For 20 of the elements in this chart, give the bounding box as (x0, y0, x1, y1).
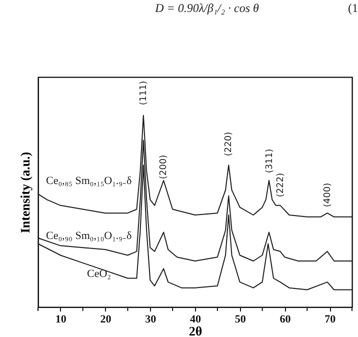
annotation: (222) (276, 172, 286, 198)
x-tick-label: 60 (280, 314, 292, 326)
series-label: CeO₂ (87, 268, 112, 280)
text: (1 (348, 1, 358, 15)
x-tick-label: 50 (234, 314, 246, 326)
x-tick-label: 70 (324, 314, 336, 326)
x-tick-label: 10 (55, 314, 67, 326)
x-tick-label: 30 (145, 314, 157, 326)
x-axis-title: 2θ (188, 324, 202, 337)
annotation: (311) (265, 148, 275, 174)
text: D = 0.90λ/β₁/₂ · cos θ (154, 1, 260, 15)
x-tick-label: 20 (100, 314, 112, 326)
annotation: (400) (323, 182, 333, 208)
annotation: (200) (159, 154, 169, 180)
series-label: Ce₀,₈₅ Sm₀,₁₅O₁.₉₋δ (46, 175, 132, 187)
series-label: Ce₀,₉₀ Sm₀,₁₀O₁.₉₋δ (46, 230, 132, 242)
x-tick-label: 40 (190, 314, 202, 326)
text: (111) (139, 80, 149, 106)
annotation: (220) (224, 132, 234, 156)
y-axis-title: Intensity (a.u.) (18, 152, 32, 234)
